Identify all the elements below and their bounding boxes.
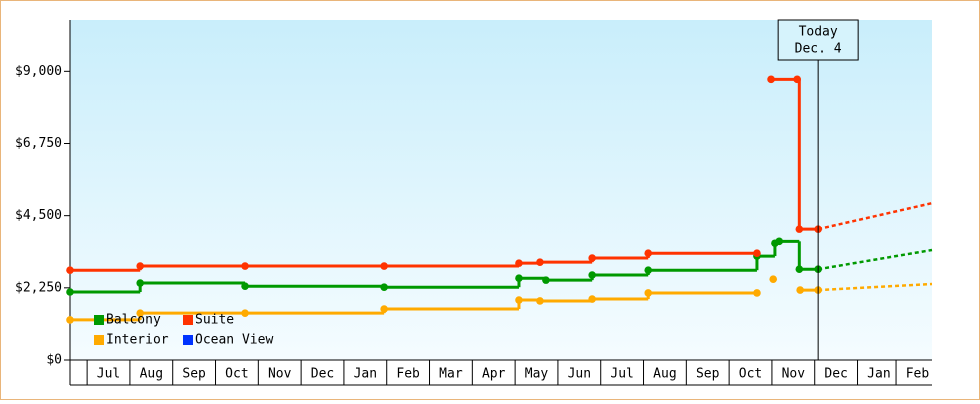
x-tick-label: Feb <box>396 367 420 382</box>
price-point <box>753 249 761 257</box>
x-tick-label: Nov <box>782 367 806 382</box>
x-tick-label: Nov <box>268 367 292 382</box>
legend-label: Ocean View <box>195 333 273 348</box>
x-tick-label: Oct <box>739 367 762 382</box>
price-point <box>241 262 249 270</box>
price-point <box>796 286 804 294</box>
price-point <box>536 297 544 305</box>
price-point <box>380 305 388 313</box>
x-tick-label: Jan <box>867 367 890 382</box>
price-point <box>136 309 144 317</box>
price-point <box>136 262 144 270</box>
price-point <box>753 289 761 297</box>
x-tick-label: May <box>525 367 549 382</box>
price-point <box>588 254 596 262</box>
price-point <box>536 258 544 266</box>
y-tick-label: $0 <box>46 353 62 368</box>
price-point <box>241 282 249 291</box>
price-point <box>644 249 653 257</box>
forecast-line <box>818 282 933 292</box>
today-label: Dec. 4 <box>795 42 842 57</box>
x-tick-label: Jun <box>568 367 591 382</box>
price-point <box>380 262 388 270</box>
y-tick-label: $4,500 <box>15 208 62 223</box>
price-point <box>793 75 801 84</box>
x-tick-label: Dec <box>311 367 334 382</box>
price-point <box>775 237 784 246</box>
price-point <box>66 288 74 296</box>
price-point <box>515 259 523 267</box>
x-tick-label: Aug <box>140 367 163 382</box>
price-point <box>795 225 804 233</box>
price-point <box>644 289 653 297</box>
price-point <box>769 275 778 283</box>
price-point <box>795 265 804 274</box>
price-point <box>66 316 74 324</box>
x-tick-label: Dec <box>824 367 847 382</box>
plot-area <box>70 20 932 360</box>
price-point <box>542 276 550 284</box>
x-tick-label: Aug <box>653 367 676 382</box>
price-point <box>644 266 653 274</box>
legend-label: Balcony <box>106 313 161 328</box>
price-point <box>515 274 523 283</box>
legend-swatch <box>94 335 104 345</box>
x-tick-label: Jul <box>610 367 633 382</box>
x-tick-label: Oct <box>225 367 248 382</box>
forecast-line <box>817 248 933 271</box>
legend-swatch <box>183 335 193 345</box>
price-point <box>515 296 523 304</box>
legend-label: Suite <box>195 313 234 328</box>
y-tick-label: $9,000 <box>15 64 62 79</box>
y-tick-label: $6,750 <box>15 136 62 151</box>
x-tick-label: Mar <box>439 367 463 382</box>
x-tick-label: Sep <box>696 367 720 382</box>
x-tick-label: Sep <box>182 367 206 382</box>
x-tick-label: Feb <box>906 367 930 382</box>
legend-label: Interior <box>106 333 169 348</box>
month-band <box>70 360 932 385</box>
price-point <box>241 309 249 317</box>
today-label: Today <box>799 25 838 40</box>
legend-swatch <box>183 315 193 325</box>
x-tick-label: Jul <box>97 367 120 382</box>
price-point <box>380 283 388 291</box>
price-point <box>66 266 74 274</box>
price-point <box>588 295 596 303</box>
x-tick-label: Jan <box>354 367 377 382</box>
today-box <box>777 19 859 61</box>
price-point <box>767 75 775 84</box>
price-point <box>588 271 596 279</box>
y-tick-label: $2,250 <box>15 280 62 295</box>
price-point <box>136 279 144 287</box>
legend-swatch <box>94 315 104 325</box>
forecast-line <box>817 201 933 231</box>
x-tick-label: Apr <box>482 367 506 382</box>
